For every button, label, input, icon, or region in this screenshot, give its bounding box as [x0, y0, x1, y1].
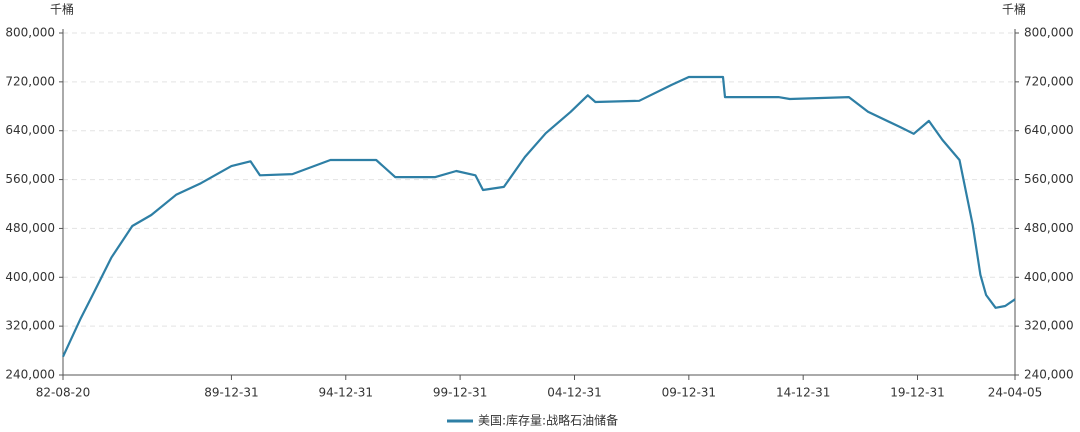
x-tick-label: 89-12-31: [204, 386, 258, 400]
x-tick-label: 04-12-31: [547, 386, 601, 400]
x-tick-label: 82-08-20: [36, 386, 90, 400]
y-tick-label: 640,000: [5, 123, 55, 137]
legend-label: 美国:库存量:战略石油储备: [478, 413, 618, 428]
line-series: [62, 75, 1016, 358]
y-tick-label: 720,000: [5, 74, 55, 88]
y2-tick-label: 480,000: [1024, 221, 1074, 235]
y2-axis-unit: 千桶: [1002, 2, 1026, 17]
x-tick-label: 24-04-05: [988, 386, 1042, 400]
x-tick-label: 99-12-31: [433, 386, 487, 400]
y2-tick-label: 560,000: [1024, 172, 1074, 186]
y-axis-unit: 千桶: [50, 2, 74, 17]
y2-tick-label: 240,000: [1024, 368, 1074, 382]
y2-tick-label: 400,000: [1024, 270, 1074, 284]
y2-tick-label: 320,000: [1024, 319, 1074, 333]
y-tick-label: 240,000: [5, 368, 55, 382]
y-tick-label: 400,000: [5, 270, 55, 284]
y2-tick-label: 720,000: [1024, 74, 1074, 88]
y2-tick-label: 640,000: [1024, 123, 1074, 137]
y-tick-label: 480,000: [5, 221, 55, 235]
y-tick-label: 800,000: [5, 26, 55, 40]
x-tick-label: 09-12-31: [662, 386, 716, 400]
y-tick-label: 320,000: [5, 319, 55, 333]
y-tick-label: 560,000: [5, 172, 55, 186]
y2-tick-label: 800,000: [1024, 26, 1074, 40]
x-tick-label: 14-12-31: [776, 386, 830, 400]
x-tick-label: 94-12-31: [319, 386, 373, 400]
x-tick-label: 19-12-31: [890, 386, 944, 400]
